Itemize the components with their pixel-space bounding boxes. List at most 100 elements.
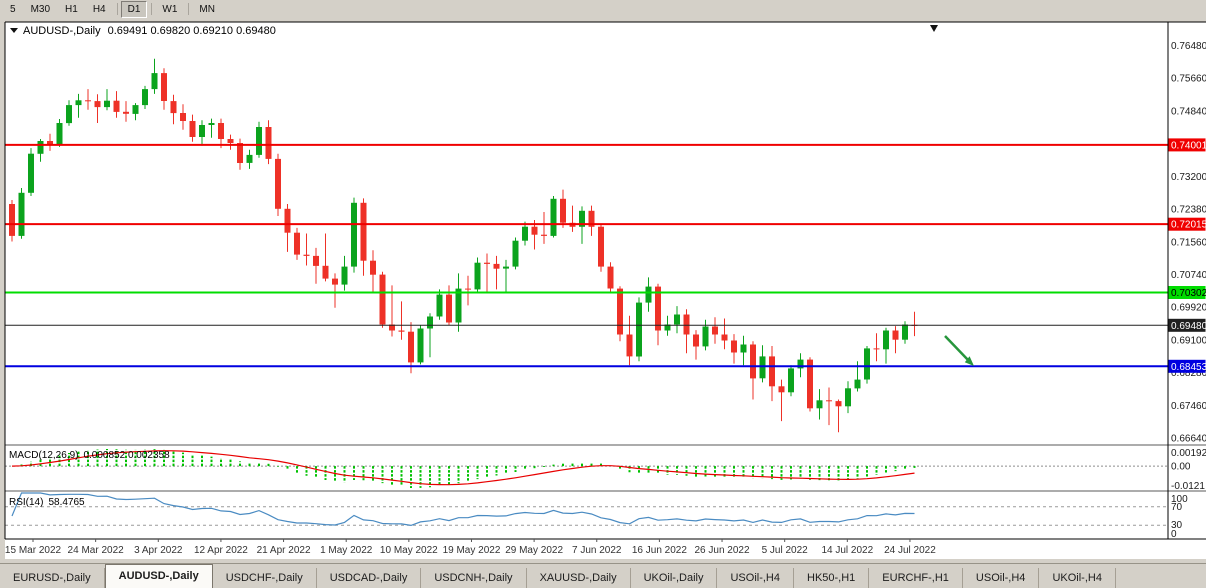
candle-body — [740, 344, 747, 353]
candle-body — [892, 330, 899, 340]
candle-body — [170, 101, 177, 114]
toolbar-separator — [151, 3, 153, 15]
price-tag — [1168, 359, 1206, 373]
candle-body — [28, 153, 34, 193]
y-axis-label: 0.66640 — [1171, 434, 1206, 445]
chart-title: AUDUSD-,Daily 0.69491 0.69820 0.69210 0.6… — [23, 25, 276, 37]
rsi-axis-label: 30 — [1171, 520, 1183, 531]
tab-usdcad-daily[interactable]: USDCAD-,Daily — [317, 568, 422, 588]
timeframe-button-h4[interactable]: H4 — [86, 1, 113, 18]
y-axis-label: 0.71560 — [1171, 237, 1206, 248]
scroll-position-marker[interactable] — [930, 25, 938, 32]
toolbar-separator — [116, 3, 118, 15]
tab-ukoil-h4[interactable]: UKOil-,H4 — [1039, 568, 1116, 588]
price-tag-label: 0.70302 — [1171, 288, 1206, 299]
candle-body — [37, 141, 44, 154]
candle-body — [436, 294, 443, 317]
timeframe-button-mn[interactable]: MN — [192, 1, 222, 18]
tab-usdcnh-daily[interactable]: USDCNH-,Daily — [421, 568, 527, 588]
candle-body — [816, 400, 823, 409]
candle-body — [75, 100, 82, 106]
candle-body — [360, 202, 367, 261]
x-axis-label: 16 Jun 2022 — [632, 545, 687, 556]
candle-body — [835, 401, 842, 407]
price-tag — [1168, 318, 1206, 332]
candle-body — [693, 334, 699, 347]
price-tag — [1168, 138, 1206, 152]
candle-body — [645, 286, 652, 303]
tab-eurusd-daily[interactable]: EURUSD-,Daily — [0, 568, 105, 588]
y-axis-label: 0.70740 — [1171, 270, 1206, 281]
tab-usoil-h4[interactable]: USOil-,H4 — [963, 568, 1040, 588]
tab-usdchf-daily[interactable]: USDCHF-,Daily — [213, 568, 317, 588]
candle-body — [47, 141, 53, 145]
timeframe-button-h1[interactable]: H1 — [58, 1, 85, 18]
arrow-annotation[interactable] — [944, 335, 970, 362]
macd-signal-line — [11, 450, 915, 486]
timeframe-button-m30[interactable]: M30 — [24, 1, 57, 18]
candle-body — [826, 400, 832, 402]
timeframe-button-w1[interactable]: W1 — [155, 1, 184, 18]
candle-body — [607, 266, 614, 289]
candle-body — [474, 262, 481, 290]
chart-canvas[interactable]: 0.76480 0.75660 0.74840 0.73200 0.72380 0.715… — [0, 18, 1206, 563]
candle-body — [313, 255, 319, 266]
x-axis-label: 5 Jul 2022 — [762, 545, 809, 556]
candle-body — [674, 314, 680, 325]
candle-body — [123, 111, 129, 114]
candle-body — [294, 232, 300, 255]
symbol-tabbar: EURUSD-,Daily AUDUSD-,Daily USDCHF-,Daily U… — [0, 563, 1206, 588]
candle-body — [883, 330, 889, 350]
tab-hk50-h1[interactable]: HK50-,H1 — [794, 568, 870, 588]
candle-body — [56, 123, 63, 145]
candle-body — [237, 143, 243, 163]
candle-body — [541, 234, 547, 236]
candle-body — [721, 334, 728, 341]
candle-body — [227, 139, 234, 143]
candle-body — [560, 198, 566, 223]
x-axis-label: 10 May 2022 — [380, 545, 438, 556]
candle-body — [275, 158, 281, 209]
x-axis-label: 21 Apr 2022 — [257, 545, 311, 556]
y-axis-label: 0.72380 — [1171, 205, 1206, 216]
y-axis-label: 0.75660 — [1171, 74, 1206, 85]
candle-body — [199, 125, 205, 137]
rsi-current-value: 58.4765 — [48, 497, 85, 508]
tab-xauusd-daily[interactable]: XAUUSD-,Daily — [527, 568, 631, 588]
candle-body — [503, 266, 509, 269]
x-axis-label: 24 Mar 2022 — [68, 545, 125, 556]
candle-body — [588, 210, 595, 227]
candle-body — [873, 348, 880, 350]
tab-eurchf-h1[interactable]: EURCHF-,H1 — [869, 568, 963, 588]
candle-body — [636, 302, 642, 357]
candle-body — [465, 288, 471, 290]
candle-body — [18, 192, 25, 236]
candle-body — [759, 356, 766, 379]
x-axis-label: 7 Jun 2022 — [572, 545, 622, 556]
candle-body — [427, 316, 433, 329]
tab-usoil-h4[interactable]: USOil-,H4 — [717, 568, 794, 588]
macd-axis-label: 0.00192 — [1171, 448, 1206, 459]
symbol-dropdown-icon[interactable] — [10, 28, 18, 33]
macd-current-values: 0.000852 0.002358 — [83, 450, 170, 461]
rsi-axis-label: 100 — [1171, 494, 1188, 505]
x-axis-label: 14 Jul 2022 — [821, 545, 873, 556]
y-axis-label: 0.68280 — [1171, 368, 1206, 379]
candle-body — [265, 127, 272, 159]
price-tag — [1168, 286, 1206, 299]
candle-body — [85, 100, 91, 102]
tab-audusd-daily[interactable]: AUDUSD-,Daily — [104, 564, 213, 588]
arrow-annotation-head[interactable] — [964, 356, 974, 366]
candle-body — [864, 348, 870, 380]
candle-body — [189, 121, 196, 137]
timeframe-button-5[interactable]: 5 — [3, 1, 23, 18]
timeframe-toolbar: 5 M30 H1 H4 D1 W1 MN — [0, 0, 1206, 18]
chart-ohlc-values: 0.69491 0.69820 0.69210 0.69480 — [108, 25, 276, 37]
timeframe-button-d1[interactable]: D1 — [120, 0, 148, 18]
candle-body — [256, 127, 262, 155]
y-axis-label: 0.69920 — [1171, 303, 1206, 314]
candle-body — [208, 123, 215, 125]
tab-ukoil-daily[interactable]: UKOil-,Daily — [631, 568, 718, 588]
x-axis-label: 19 May 2022 — [443, 545, 501, 556]
candle-body — [332, 278, 338, 285]
